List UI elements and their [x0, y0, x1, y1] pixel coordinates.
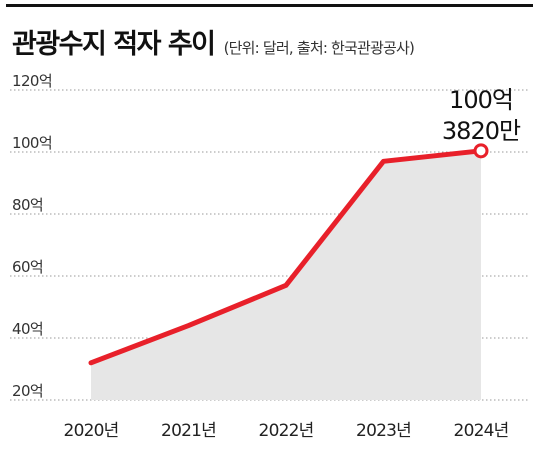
y-tick-label: 20억 — [12, 382, 43, 400]
top-rule — [6, 4, 533, 7]
x-axis: 2020년 2021년 2022년 2023년 2024년 — [64, 421, 510, 441]
x-tick-label: 2023년 — [356, 421, 411, 441]
chart-header: 관광수지 적자 추이 (단위: 달러, 출처: 한국관광공사) — [12, 22, 415, 61]
x-tick-label: 2024년 — [454, 421, 509, 441]
y-tick-label: 100억 — [12, 134, 52, 152]
y-tick-label: 120억 — [12, 72, 52, 90]
annotation-group: 100억 3820만 — [442, 86, 522, 145]
y-tick-label: 80억 — [12, 196, 43, 214]
x-tick-label: 2021년 — [161, 421, 216, 441]
x-tick-label: 2020년 — [64, 421, 119, 441]
area-fill-group — [91, 150, 481, 400]
series-line — [88, 148, 484, 366]
y-axis: 120억 100억 80억 60억 40억 20억 — [12, 72, 53, 400]
series-line-group — [88, 143, 489, 366]
chart-subtitle: (단위: 달러, 출처: 한국관광공사) — [223, 39, 415, 57]
annotation-line-2: 3820만 — [442, 117, 521, 145]
chart-title: 관광수지 적자 추이 — [12, 29, 216, 60]
y-tick-label: 60억 — [12, 258, 43, 276]
x-tick-label: 2022년 — [259, 421, 314, 441]
area-fill — [91, 150, 481, 400]
annotation-line-1: 100억 — [449, 86, 513, 114]
y-tick-label: 40억 — [12, 320, 43, 338]
end-point-marker — [473, 143, 489, 159]
